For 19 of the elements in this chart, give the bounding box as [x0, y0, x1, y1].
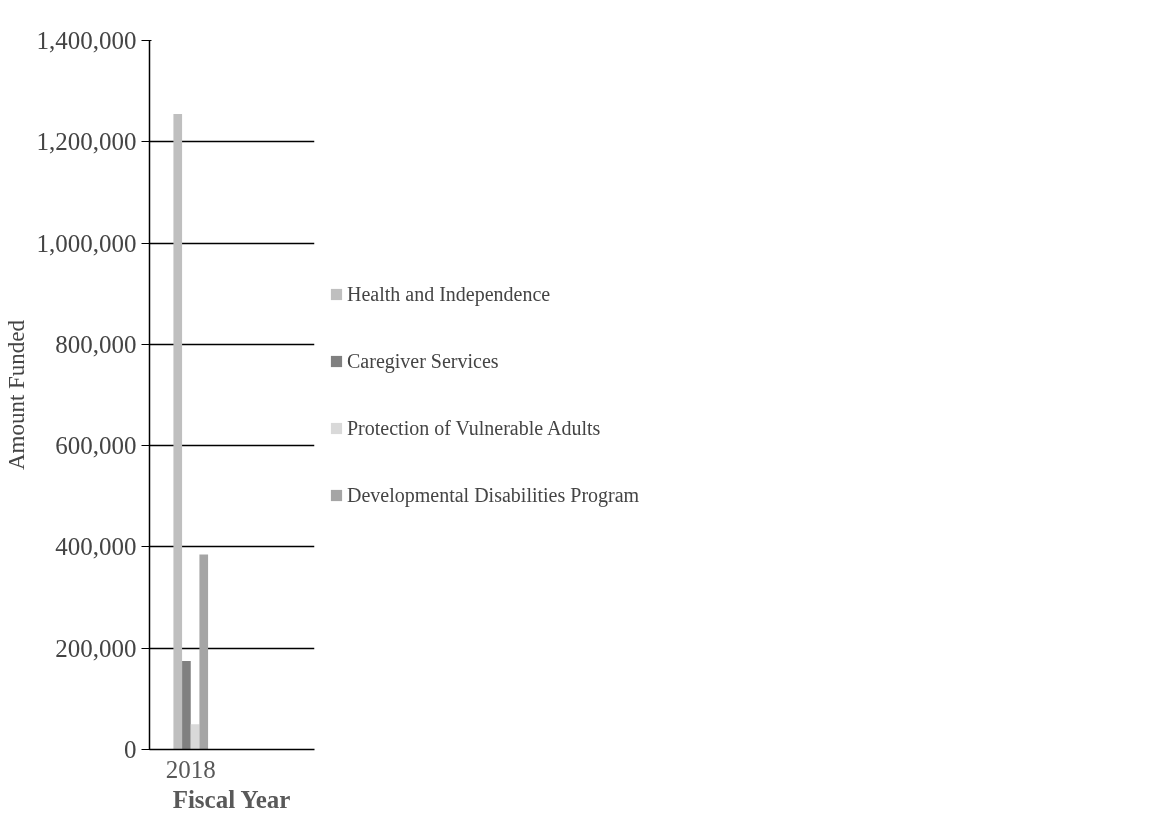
legend-label: Caregiver Services — [347, 349, 499, 373]
x-tick-label: 2018 — [165, 755, 216, 783]
y-tick-label: 1,200,000 — [36, 128, 137, 156]
y-tick-label: 800,000 — [55, 330, 137, 358]
bar — [199, 554, 209, 750]
y-tick-label: 600,000 — [55, 432, 137, 460]
y-tick-label: 400,000 — [55, 533, 137, 561]
y-tick-label: 1,000,000 — [36, 229, 137, 257]
x-axis-title: Fiscal Year — [172, 785, 291, 813]
legend-label: Health and Independence — [347, 282, 551, 306]
y-tick-label: 200,000 — [55, 634, 137, 662]
y-tick-label: 1,400,000 — [36, 27, 137, 54]
bar — [190, 724, 200, 750]
bar — [173, 113, 183, 750]
y-tick-label: 0 — [124, 736, 137, 763]
legend-label: Developmental Disabilities Program — [347, 483, 640, 507]
y-axis-title: Amount Funded — [3, 319, 29, 471]
legend-label: Protection of Vulnerable Adults — [347, 416, 601, 440]
bar — [182, 660, 191, 750]
